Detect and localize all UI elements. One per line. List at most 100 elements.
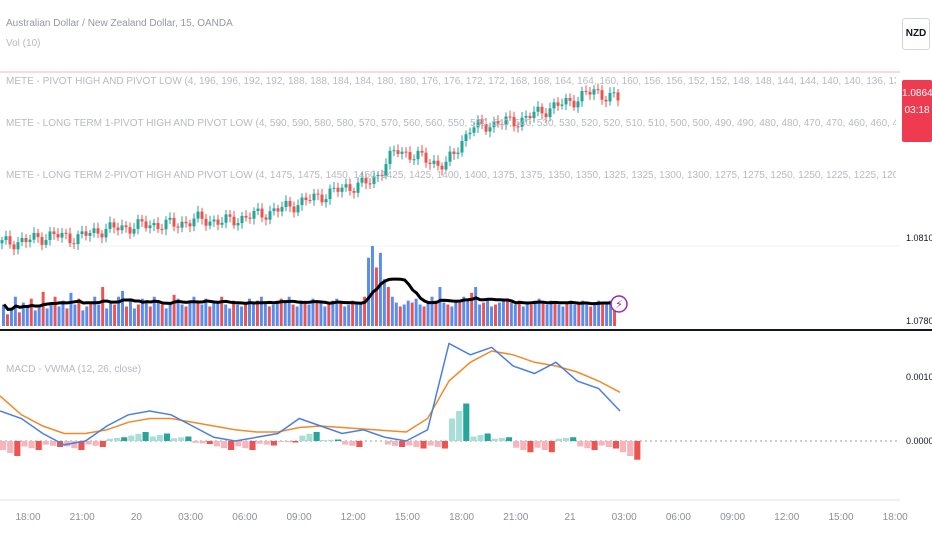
candle-body (464, 134, 468, 142)
volume-bar (9, 308, 13, 326)
volume-bar (220, 296, 224, 326)
macd-histogram-bar (42, 441, 49, 445)
volume-bar (513, 304, 517, 326)
candle-body (404, 151, 408, 153)
volume-bar (402, 304, 406, 326)
volume-bar (172, 294, 176, 326)
volume-bar (89, 301, 93, 326)
macd-histogram-bar (448, 418, 456, 441)
macd-histogram-bar (413, 441, 420, 447)
macd-legend: MACD - VWMA (12, 26, close) (6, 364, 142, 375)
volume-bar (315, 300, 319, 326)
candle-body (324, 199, 328, 203)
volume-bar (121, 290, 124, 326)
volume-bar (339, 302, 343, 326)
macd-histogram-bar (313, 432, 320, 441)
volume-bar (255, 300, 259, 326)
candle-body (420, 150, 424, 153)
macd-histogram-bar (534, 441, 541, 448)
volume-bar (244, 302, 247, 326)
candle-body (172, 217, 176, 227)
pivot-indicator-legend: METE - PIVOT HIGH AND PIVOT LOW (4, 196,… (6, 76, 896, 87)
volume-bar (446, 304, 450, 326)
macd-histogram-bar (92, 441, 99, 446)
time-axis-label: 18:00 (883, 512, 908, 523)
candle-body (444, 161, 448, 170)
volume-bar (561, 306, 565, 326)
time-axis-label: 15:00 (395, 512, 420, 523)
candle-body (576, 101, 580, 108)
candle-body (56, 234, 60, 238)
macd-histogram-bar (206, 441, 213, 444)
candle-body (472, 127, 476, 133)
time-axis-label: 15:00 (828, 512, 853, 523)
volume-bar (148, 306, 152, 326)
candle-body (92, 228, 96, 233)
volume-bar (426, 302, 430, 326)
volume-bar (458, 302, 462, 326)
candle-body (8, 236, 12, 245)
candle-body (368, 183, 372, 185)
candle-body (516, 126, 520, 128)
volume-bar (319, 302, 323, 326)
candle-body (436, 160, 440, 166)
candle-body (564, 97, 568, 105)
candle-body (188, 223, 192, 227)
candle-body (596, 89, 600, 91)
volume-bar (160, 304, 164, 326)
candle-body (348, 184, 352, 191)
macd-histogram-bar (163, 433, 171, 441)
volume-bar (248, 298, 251, 326)
macd-histogram-bar (456, 411, 463, 441)
macd-histogram-bar (192, 441, 199, 443)
candle-body (196, 211, 200, 219)
volume-bar (136, 304, 140, 326)
candle-body (156, 222, 160, 229)
macd-histogram-bar (71, 441, 78, 449)
time-axis-label: 20 (131, 512, 143, 523)
volume-bar (382, 279, 386, 326)
macd-histogram-bar (384, 441, 391, 445)
candle-body (604, 99, 608, 102)
candle-body (392, 150, 396, 152)
volume-bar (390, 296, 394, 326)
volume-bar (295, 306, 299, 326)
volume-bar (125, 306, 128, 326)
price-tick-upper: 1.08100 (906, 233, 932, 243)
macd-histogram-bar (0, 441, 7, 450)
candle-body (588, 91, 592, 95)
volume-bar (164, 308, 168, 326)
volume-bar (355, 302, 359, 326)
candle-body (520, 117, 524, 127)
candle-body (24, 238, 28, 243)
volume-bar (474, 286, 478, 326)
volume-bar (529, 304, 533, 326)
lightning-glyph: ⚡ (615, 298, 623, 311)
volume-bar (156, 300, 160, 326)
macd-histogram-bar (391, 441, 399, 446)
candle-body (376, 174, 380, 177)
candle-body (252, 210, 256, 219)
candle-body (148, 225, 152, 229)
candle-body (356, 182, 360, 193)
currency-button[interactable]: NZD (902, 18, 930, 50)
volume-bar (279, 298, 283, 326)
candle-body (248, 217, 252, 219)
macd-histogram-bar (299, 435, 306, 441)
volume-bar (57, 306, 61, 326)
macd-histogram-bar (399, 441, 406, 447)
candle-body (552, 102, 556, 109)
candle-body (140, 219, 144, 222)
volume-bar (470, 292, 474, 326)
candle-body (132, 228, 136, 234)
macd-histogram-bar (128, 435, 135, 441)
volume-bar (605, 302, 609, 326)
macd-histogram-bar (577, 441, 584, 447)
volume-bar (17, 312, 21, 326)
volume-bar (359, 304, 363, 326)
volume-bar (140, 298, 144, 326)
candle-body (344, 184, 348, 188)
candle-body (320, 194, 324, 203)
